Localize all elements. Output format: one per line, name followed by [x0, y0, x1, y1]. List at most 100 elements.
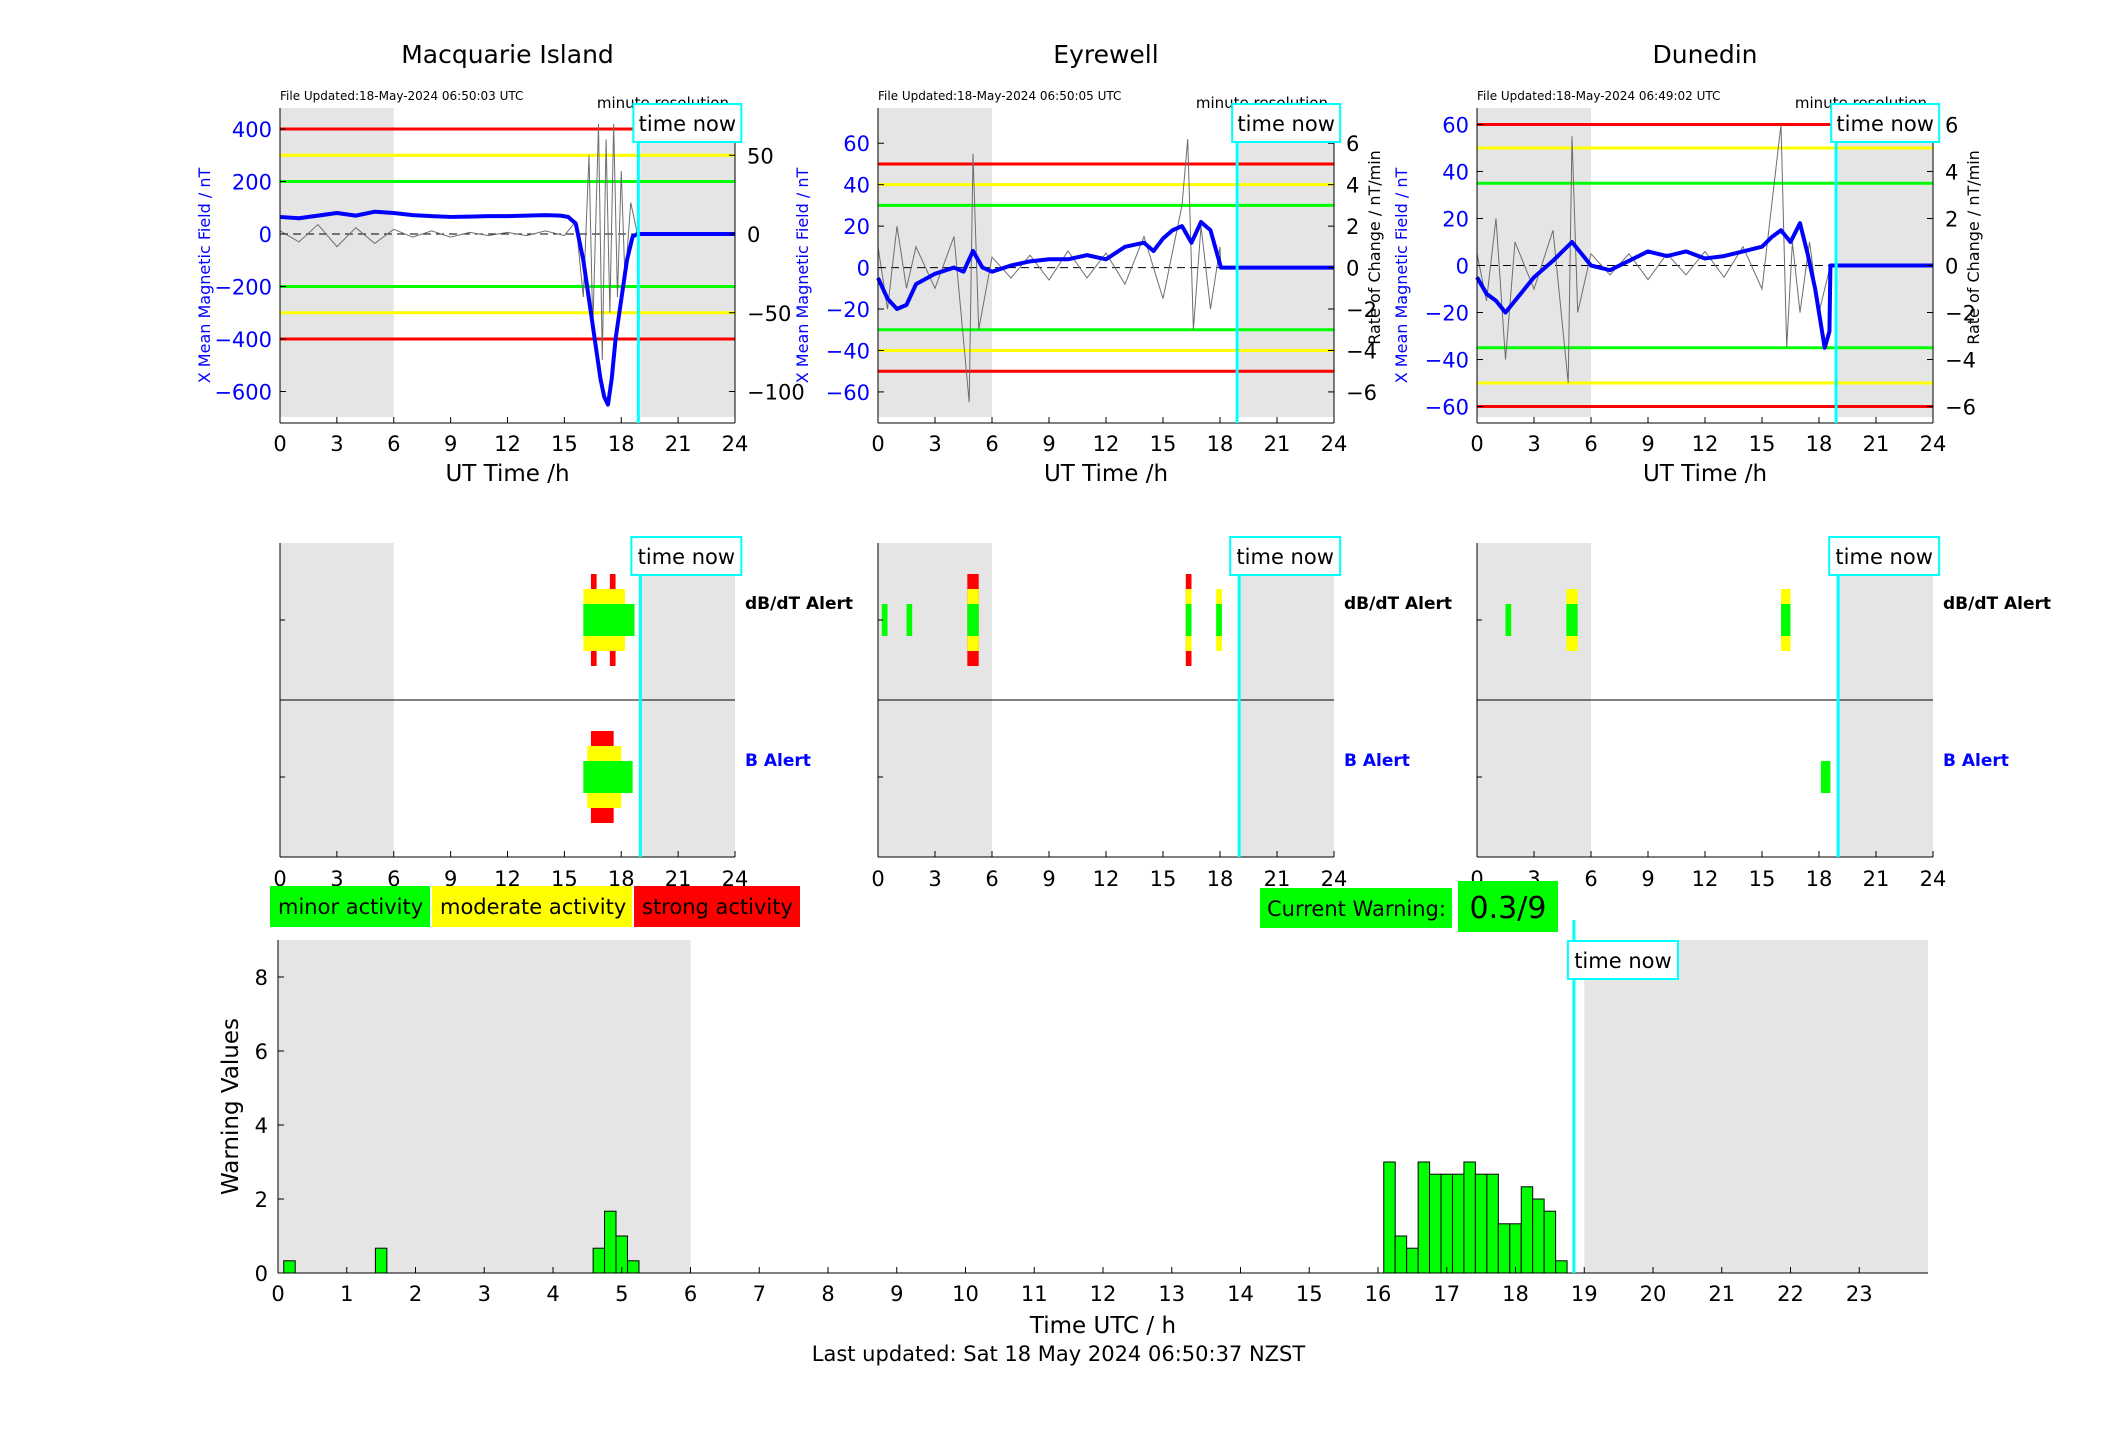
bar-y-tick-label: 4	[255, 1114, 268, 1138]
x-axis-label: UT Time /h	[1643, 461, 1767, 487]
warning-bar	[1440, 1173, 1453, 1274]
warning-bar	[1520, 1186, 1534, 1274]
bar-x-axis-label: Time UTC / h	[1029, 1313, 1176, 1339]
x-tick-label: 15	[1150, 432, 1177, 456]
dbdt-alert-bar-green	[1185, 604, 1192, 636]
left-tick-label: 20	[1442, 207, 1469, 231]
bar-time-now-box	[1566, 940, 1679, 980]
left-tick-label: −20	[826, 298, 870, 322]
right-tick-label: 4	[1945, 160, 1958, 184]
x-tick-label: 0	[1470, 432, 1483, 456]
warning-bar	[1394, 1235, 1408, 1274]
warning-bar	[604, 1210, 617, 1274]
right-tick-label: 0	[1945, 255, 1958, 279]
x-tick-label: 18	[1806, 432, 1833, 456]
shaded-period	[640, 108, 735, 417]
alert-x-tick-label: 3	[928, 867, 941, 891]
bar-x-tick-label: 16	[1365, 1282, 1392, 1306]
x-tick-label: 9	[1042, 432, 1055, 456]
warning-bar	[1452, 1173, 1465, 1274]
right-tick-label: 2	[1346, 215, 1359, 239]
b-alert-bar-green	[583, 761, 633, 793]
alert-x-tick-label: 15	[1749, 867, 1776, 891]
left-axis-label: X Mean Magnetic Field / nT	[195, 168, 214, 384]
x-tick-label: 12	[1093, 432, 1120, 456]
bar-x-tick-label: 1	[340, 1282, 353, 1306]
left-tick-label: 0	[259, 223, 272, 247]
shaded-period	[1838, 108, 1933, 417]
time-now-box	[1231, 103, 1342, 143]
shaded-period	[1477, 108, 1591, 417]
left-tick-label: 400	[232, 118, 272, 142]
right-tick-label: −50	[747, 302, 791, 326]
dbdt-alert-bar-green	[906, 604, 913, 636]
mean-field-series	[1475, 221, 1933, 350]
warning-bar	[1406, 1247, 1419, 1274]
right-tick-label: 50	[747, 144, 774, 168]
dbdt-alert-bar-green	[583, 604, 635, 636]
bar-shaded-period	[1584, 940, 1928, 1273]
dbdt-alert-label: dB/dT Alert	[745, 594, 853, 614]
rate-of-change-series	[1476, 124, 1831, 384]
alert-x-tick-label: 15	[1150, 867, 1177, 891]
legend-minor-swatch	[270, 886, 430, 927]
bar-x-tick-label: 12	[1090, 1282, 1117, 1306]
left-tick-label: −40	[826, 339, 870, 363]
x-tick-label: 3	[330, 432, 343, 456]
left-tick-label: 200	[232, 171, 272, 195]
alert-x-tick-label: 18	[1207, 867, 1234, 891]
x-tick-label: 15	[551, 432, 578, 456]
bar-x-tick-label: 3	[478, 1282, 491, 1306]
time-now-label: time now	[1836, 112, 1933, 136]
right-tick-label: −2	[1945, 302, 1976, 326]
alert-time-now-label: time now	[1835, 545, 1932, 569]
left-tick-label: −60	[826, 381, 870, 405]
bar-x-tick-label: 5	[615, 1282, 628, 1306]
x-axis-label: UT Time /h	[445, 461, 569, 487]
alert-time-now-box	[1229, 536, 1342, 576]
bar-y-tick-label: 8	[255, 966, 268, 990]
bar-y-axis-label: Warning Values	[218, 1018, 244, 1195]
dbdt-alert-label: dB/dT Alert	[1344, 594, 1452, 614]
alert-x-tick-label: 0	[273, 867, 286, 891]
x-tick-label: 21	[1863, 432, 1890, 456]
x-axis-label: UT Time /h	[1044, 461, 1168, 487]
right-tick-label: −6	[1945, 396, 1976, 420]
alert-time-now-box	[630, 536, 743, 576]
legend-strong-label: strong activity	[642, 895, 793, 919]
alert-x-tick-label: 9	[1641, 867, 1654, 891]
right-tick-label: 0	[747, 223, 760, 247]
current-warning-value-box	[1458, 881, 1558, 932]
right-tick-label: 6	[1346, 132, 1359, 156]
left-tick-label: 40	[1442, 160, 1469, 184]
bar-x-tick-label: 20	[1640, 1282, 1667, 1306]
warning-bar	[1474, 1173, 1488, 1274]
bar-y-tick-label: 0	[255, 1262, 268, 1286]
right-axis-label: Rate of Change / nT/min	[1365, 150, 1384, 345]
alert-time-now-box	[1828, 536, 1941, 576]
activity-legend: minor activity moderate activity strong ac…	[270, 886, 800, 927]
bar-x-tick-label: 6	[684, 1282, 697, 1306]
x-tick-label: 6	[1584, 432, 1597, 456]
right-tick-label: −4	[1346, 339, 1377, 363]
last-updated-text: Last updated: Sat 18 May 2024 06:50:37 N…	[811, 1342, 1306, 1366]
x-tick-label: 12	[494, 432, 521, 456]
warning-bar	[1429, 1173, 1442, 1274]
warning-bar	[592, 1247, 606, 1274]
left-tick-label: −40	[1425, 349, 1469, 373]
left-axis-label: X Mean Magnetic Field / nT	[1392, 168, 1411, 384]
station-panels: Macquarie Island4002000−200−400−600500−5…	[195, 40, 2051, 891]
time-now-box	[632, 103, 743, 143]
dbdt-alert-bar-green	[1505, 604, 1512, 636]
file-updated-text: File Updated:18-May-2024 06:50:05 UTC	[878, 89, 1121, 103]
legend-moderate-label: moderate activity	[440, 895, 626, 919]
bar-shaded-period	[278, 940, 691, 1273]
left-tick-label: 0	[857, 257, 870, 281]
bar-x-tick-label: 7	[753, 1282, 766, 1306]
alert-x-tick-label: 6	[1584, 867, 1597, 891]
mean-field-series	[279, 209, 735, 407]
